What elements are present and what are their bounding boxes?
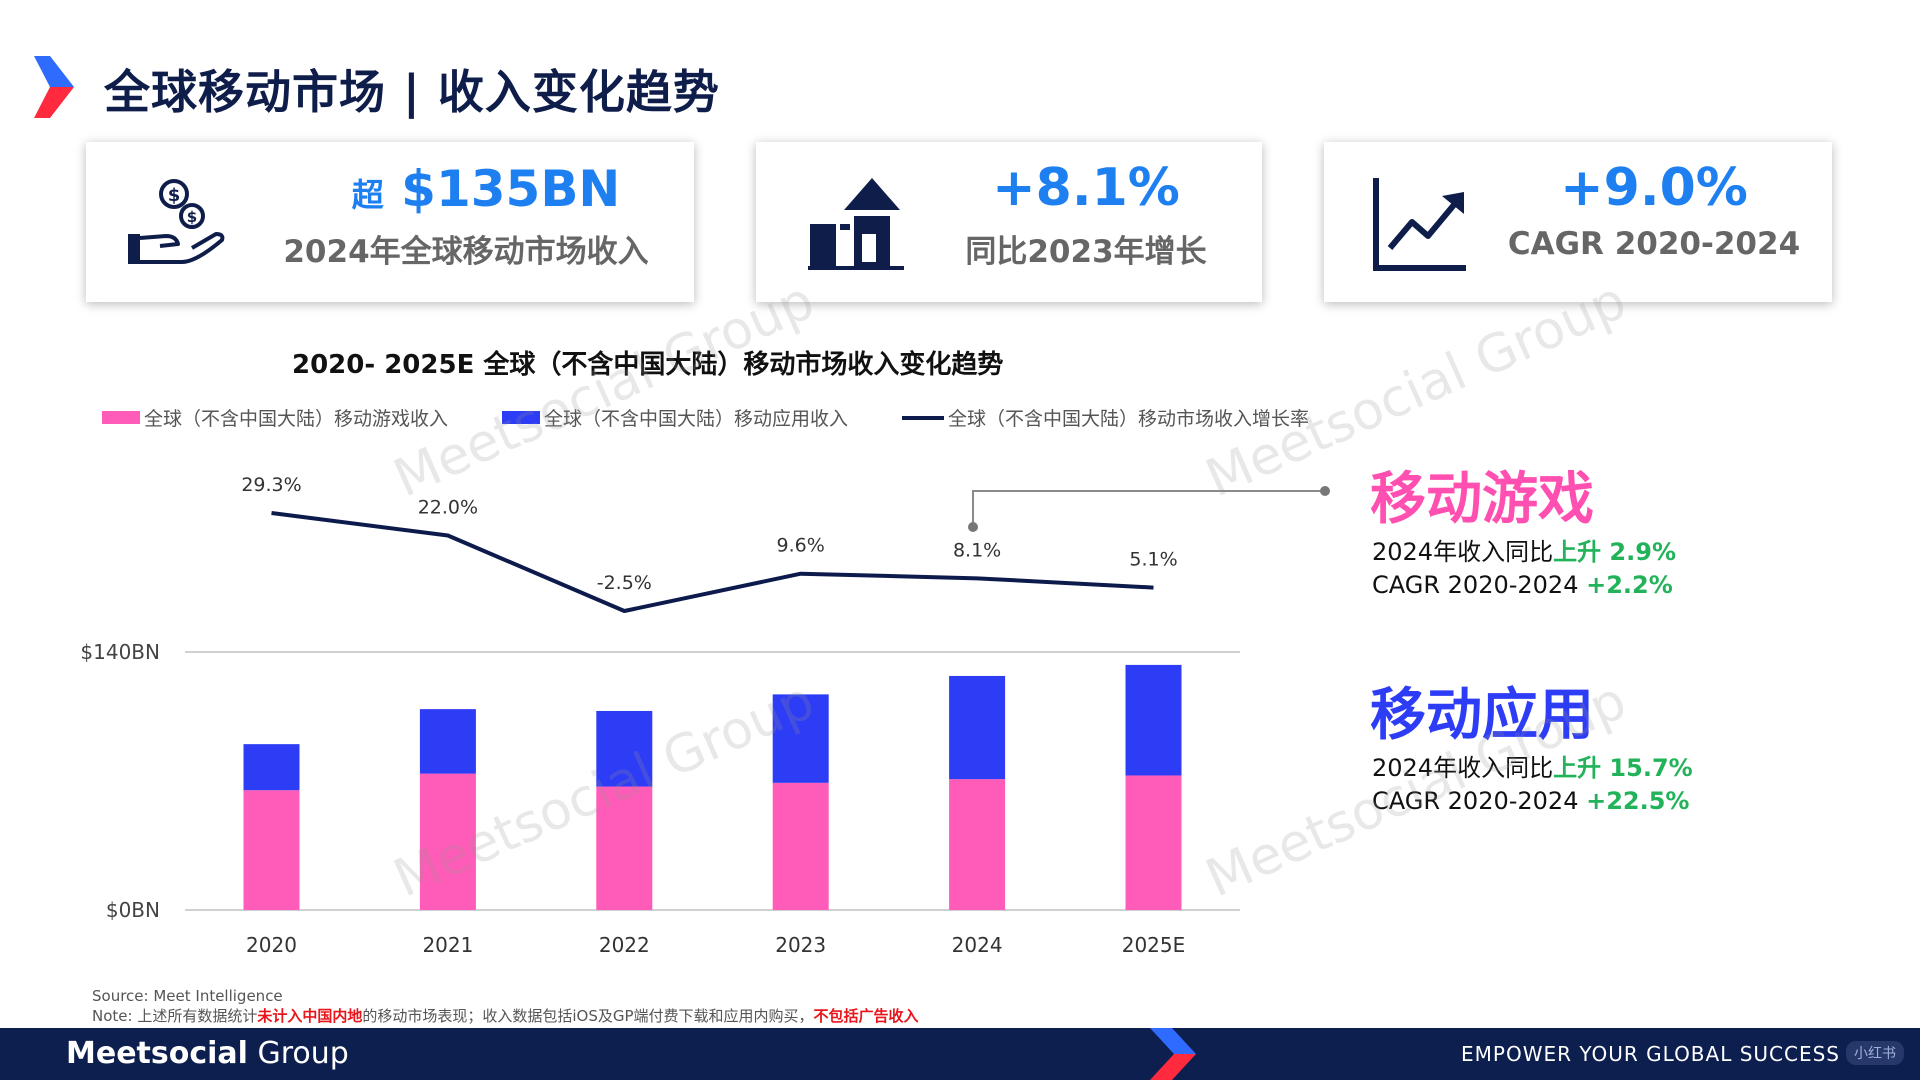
footer-slogan: EMPOWER YOUR GLOBAL SUCCESS	[1461, 1042, 1840, 1066]
legend-label-app: 全球（不含中国大陆）移动应用收入	[544, 408, 849, 430]
growth-data-label: 5.1%	[1129, 549, 1177, 571]
bar-game	[243, 790, 300, 910]
page-title: 全球移动市场 | 收入变化趋势	[104, 65, 720, 119]
kpi-card-revenue: $ $ 超 $135BN 2024年全球移动市场收入	[86, 142, 694, 302]
legend-swatch-app	[502, 411, 540, 424]
side-game-yoy-value: 上升 2.9%	[1553, 538, 1676, 566]
side-game-cagr-value: +2.2%	[1586, 571, 1673, 599]
footer-logo: Meetsocial Group	[66, 1036, 349, 1071]
x-tick-label: 2022	[599, 933, 650, 957]
kpi-card-growth: +8.1% 同比2023年增长	[756, 142, 1262, 302]
y-tick-label: $0BN	[106, 898, 160, 922]
x-tick-label: 2025E	[1122, 933, 1186, 957]
source-note: Source: Meet Intelligence Note: 上述所有数据统计…	[92, 986, 919, 1026]
bar-game	[419, 773, 476, 910]
kpi-growth-value: +8.1%	[992, 158, 1180, 218]
x-tick-label: 2021	[422, 933, 473, 957]
legend-swatch-game	[102, 411, 140, 424]
footer-bar: Meetsocial Group EMPOWER YOUR GLOBAL SUC…	[0, 1028, 1920, 1080]
kpi-cagr-value: +9.0%	[1560, 158, 1748, 218]
legend-item-app: 全球（不含中国大陆）移动应用收入	[502, 404, 848, 431]
kpi-revenue-prefix: 超	[351, 176, 384, 214]
chart-title: 2020- 2025E 全球（不含中国大陆）移动市场收入变化趋势	[292, 350, 1004, 380]
kpi-cagr-label: CAGR 2020-2024	[1507, 226, 1801, 262]
callout-connector	[972, 490, 1325, 527]
side-game-cagr: CAGR 2020-2024 +2.2%	[1372, 571, 1673, 599]
bar-app	[596, 710, 653, 787]
growth-bars-icon	[808, 178, 904, 270]
bar-game	[1125, 775, 1182, 910]
x-tick-label: 2023	[775, 933, 826, 957]
x-tick-label: 2020	[246, 933, 297, 957]
growth-data-label: 29.3%	[241, 474, 301, 496]
side-game-title: 移动游戏	[1370, 467, 1594, 532]
callout-dot-start	[968, 522, 978, 532]
bar-app	[419, 709, 476, 774]
bar-game	[596, 786, 653, 910]
legend-label-game: 全球（不含中国大陆）移动游戏收入	[144, 408, 449, 430]
side-app-cagr: CAGR 2020-2024 +22.5%	[1372, 787, 1690, 815]
svg-text:$: $	[187, 208, 197, 226]
svg-text:$: $	[168, 185, 181, 206]
bar-app	[1125, 664, 1182, 776]
brand-logo-mark	[34, 56, 74, 118]
bar-game	[949, 779, 1006, 910]
bar-app	[772, 694, 829, 783]
callout-dot-end	[1320, 486, 1330, 496]
bar-app	[949, 675, 1006, 780]
side-game-yoy: 2024年收入同比上升 2.9%	[1372, 538, 1676, 566]
bar-game	[772, 782, 829, 910]
revenue-chart: $0BN $140BN 2020 2021 2022 2023 2024 2025E 29.3%…	[80, 474, 1330, 957]
growth-data-label: -2.5%	[597, 572, 652, 594]
y-tick-label: $140BN	[80, 640, 160, 664]
source-line: Source: Meet Intelligence	[92, 987, 283, 1005]
legend-item-game: 全球（不含中国大陆）移动游戏收入	[102, 404, 448, 431]
kpi-revenue-value: 超 $135BN	[351, 160, 621, 218]
footer-badge: 小红书	[1846, 1041, 1904, 1065]
legend-swatch-growth	[902, 415, 944, 420]
bar-app	[243, 744, 300, 791]
side-app-cagr-value: +22.5%	[1586, 787, 1690, 815]
growth-data-label: 22.0%	[418, 496, 478, 518]
growth-data-label: 8.1%	[953, 539, 1001, 561]
side-app-title: 移动应用	[1370, 683, 1594, 748]
side-app-yoy-value: 上升 15.7%	[1553, 754, 1693, 782]
trend-chart-icon	[1373, 178, 1466, 271]
kpi-revenue-label: 2024年全球移动市场收入	[283, 234, 649, 270]
growth-data-label: 9.6%	[777, 535, 825, 557]
legend-label-growth: 全球（不含中国大陆）移动市场收入增长率	[948, 408, 1310, 430]
x-tick-label: 2024	[952, 933, 1003, 957]
growth-line	[271, 511, 1154, 613]
kpi-card-cagr: +9.0% CAGR 2020-2024	[1324, 142, 1832, 302]
note-line: Note: 上述所有数据统计未计入中国内地的移动市场表现；收入数据包括iOS及G…	[92, 1007, 919, 1025]
legend-item-growth: 全球（不含中国大陆）移动市场收入增长率	[902, 404, 1309, 431]
money-hand-icon: $ $	[128, 179, 225, 264]
footer-brand-mark	[1150, 1028, 1196, 1080]
side-app-yoy: 2024年收入同比上升 15.7%	[1372, 754, 1693, 782]
kpi-growth-label: 同比2023年增长	[965, 234, 1207, 270]
